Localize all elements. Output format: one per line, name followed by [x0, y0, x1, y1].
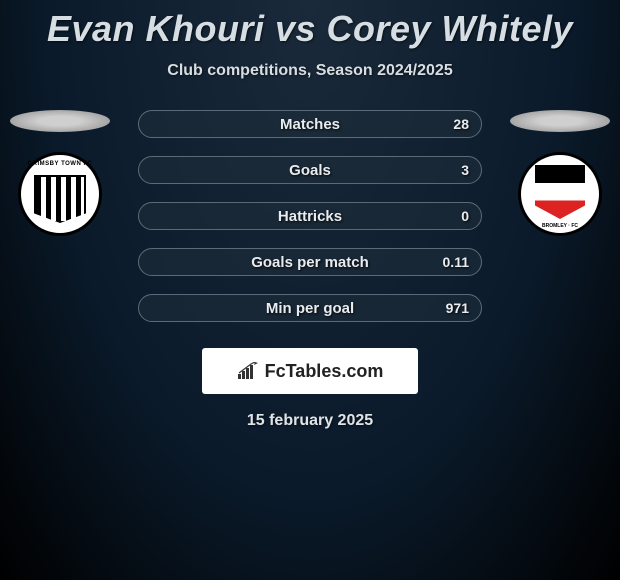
stat-value-right: 0.11 [443, 254, 469, 270]
stat-row-matches: Matches 28 [138, 110, 482, 138]
stats-container: Matches 28 Goals 3 Hattricks 0 Goals per… [138, 110, 482, 322]
stat-row-hattricks: Hattricks 0 [138, 202, 482, 230]
club-crest-bromley: BROMLEY · FC [518, 152, 602, 236]
stat-label: Matches [280, 116, 340, 133]
club-crest-grimsby: GRIMSBY TOWN FC [18, 152, 102, 236]
stat-label: Goals [289, 162, 331, 179]
brand-text: FcTables.com [265, 361, 384, 382]
stat-value-right: 28 [453, 116, 469, 132]
stat-value-right: 3 [461, 162, 469, 178]
stat-label: Goals per match [251, 254, 369, 271]
player-right-block: BROMLEY · FC [505, 110, 615, 236]
bar-chart-icon [237, 362, 259, 380]
match-date: 15 february 2025 [0, 412, 620, 430]
subtitle: Club competitions, Season 2024/2025 [0, 62, 620, 80]
stat-value-right: 0 [461, 208, 469, 224]
comparison-content: GRIMSBY TOWN FC BROMLEY · FC Matches 28 … [0, 110, 620, 430]
crest-text: GRIMSBY TOWN FC [28, 161, 93, 167]
player-left-block: GRIMSBY TOWN FC [5, 110, 115, 236]
player-left-silhouette [10, 110, 110, 132]
stat-label: Hattricks [278, 208, 342, 225]
player-right-silhouette [510, 110, 610, 132]
stat-row-goals: Goals 3 [138, 156, 482, 184]
page-title: Evan Khouri vs Corey Whitely [0, 0, 620, 50]
stat-value-right: 971 [446, 300, 469, 316]
stat-row-goals-per-match: Goals per match 0.11 [138, 248, 482, 276]
stat-row-min-per-goal: Min per goal 971 [138, 294, 482, 322]
crest-text: BROMLEY · FC [542, 223, 578, 229]
brand-logo[interactable]: FcTables.com [202, 348, 418, 394]
stat-label: Min per goal [266, 300, 354, 317]
